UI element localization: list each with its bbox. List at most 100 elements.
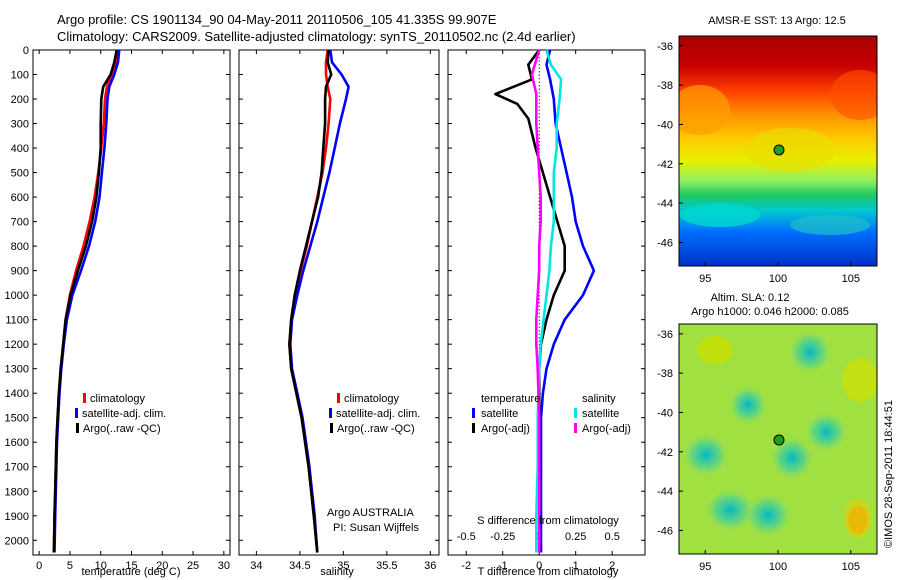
depth-tick-label: 1300 (5, 364, 29, 376)
lat-tick-label: -38 (657, 80, 673, 92)
depth-tick-label: 0 (23, 45, 29, 57)
x-tick-label: 36 (424, 560, 436, 572)
series-line-salinity-argo-adj- (530, 49, 542, 553)
legend-label-argo: Argo(..raw -QC) (83, 423, 161, 435)
depth-tick-label: 100 (11, 70, 29, 82)
profile-title: Argo profile: CS 1901134_90 04-May-2011 … (57, 12, 497, 27)
lat-tick-label: -44 (657, 486, 673, 498)
depth-tick-label: 1200 (5, 339, 29, 351)
sla-map-image (679, 324, 877, 554)
difference-series (494, 49, 596, 553)
x-tick-label: 35 (337, 560, 349, 572)
lat-tick-label: -40 (657, 407, 673, 419)
x-tick-label: 34.5 (289, 560, 310, 572)
lon-tick-label: 95 (699, 561, 711, 573)
legend-title-temperature: temperature (481, 393, 540, 405)
legend-label-climatology: climatology (344, 393, 400, 405)
legend-label-sal-argo: Argo(-adj) (582, 423, 631, 435)
difference-legend: temperature salinity satellite Argo(-adj… (472, 393, 631, 435)
depth-tick-label: 900 (11, 266, 29, 278)
lat-tick-label: -40 (657, 119, 673, 131)
sst-map-title: AMSR-E SST: 13 Argo: 12.5 (708, 15, 846, 27)
depth-tick-label: 400 (11, 143, 29, 155)
x-tick-label: 10 (95, 560, 107, 572)
temperature-axes (32, 49, 231, 556)
x-tick-label: 30 (218, 560, 230, 572)
depth-tick-label: 800 (11, 241, 29, 253)
sla-map-panel: Altim. SLA: 0.12 Argo h1000: 0.046 h2000… (657, 292, 878, 573)
t-difference-ticks: -2 -1 0 1 2 (461, 50, 615, 572)
depth-tick-label: 1500 (5, 413, 29, 425)
legend-label-temp-argo: Argo(-adj) (481, 423, 530, 435)
temperature-ticks: 0 5 10 15 20 25 30 (36, 50, 230, 572)
temperature-series (52, 49, 121, 553)
climatology-title: Climatology: CARS2009. Satellite-adjuste… (57, 29, 576, 44)
depth-tick-label: 1100 (5, 315, 29, 327)
s-tick-label: 0.25 (565, 531, 586, 543)
lat-tick-label: -36 (657, 41, 673, 53)
x-tick-label: 0 (36, 560, 42, 572)
s-tick-label: -0.25 (490, 531, 515, 543)
lat-tick-label: -46 (657, 525, 673, 537)
x-tick-label: -2 (461, 560, 471, 572)
lon-tick-label: 105 (842, 561, 860, 573)
imos-credit: ©IMOS 28-Sep-2011 18:44:51 (883, 400, 895, 548)
legend-label-climatology: climatology (90, 393, 146, 405)
series-line-argo-raw-qc- (288, 49, 333, 553)
series-line-argo-raw-qc- (52, 49, 118, 553)
legend-label-satellite: satellite-adj. clim. (82, 408, 166, 420)
legend-label-satellite: satellite-adj. clim. (336, 408, 420, 420)
sst-map-panel: AMSR-E SST: 13 Argo: 12.5 -36 -38 -40 -42 -4… (657, 15, 878, 285)
salinity-ticks: 34 34.5 35 35.5 36 (250, 50, 436, 572)
legend-title-salinity: salinity (582, 393, 616, 405)
lon-tick-label: 100 (769, 561, 787, 573)
lat-tick-label: -42 (657, 159, 673, 171)
t-difference-xlabel: T difference from climatology (478, 566, 619, 578)
lon-tick-label: 100 (769, 273, 787, 285)
sla-map-heights: Argo h1000: 0.046 h2000: 0.085 (691, 306, 849, 318)
salinity-depth-ticks (239, 49, 439, 541)
lat-tick-label: -44 (657, 198, 673, 210)
depth-tick-label: 2000 (5, 535, 29, 547)
x-tick-label: 20 (156, 560, 168, 572)
x-tick-label: 5 (67, 560, 73, 572)
argo-institution: Argo AUSTRALIA (327, 507, 414, 519)
depth-tick-label: 1800 (5, 486, 29, 498)
s-difference-label: S difference from climatology (477, 515, 619, 527)
legend-swatch-temp-argo (472, 423, 475, 433)
salinity-xlabel: salinity (320, 566, 354, 578)
x-tick-label: 25 (187, 560, 199, 572)
temperature-panel: 0100200300400500600700800900100011001200… (5, 45, 231, 578)
depth-tick-label: 1000 (5, 290, 29, 302)
argo-float-marker (773, 434, 785, 446)
lat-tick-label: -36 (657, 329, 673, 341)
lat-tick-label: -38 (657, 368, 673, 380)
lat-tick-label: -46 (657, 237, 673, 249)
difference-panel: -2 -1 0 1 2 -0.5 -0.25 0 0.25 0.5 S difference f… (447, 49, 646, 578)
legend-swatch-climatology (83, 393, 86, 403)
sst-map-image (679, 36, 877, 266)
x-tick-label: 35.5 (376, 560, 397, 572)
legend-swatch-climatology (337, 393, 340, 403)
series-line-salinity-satellite (535, 49, 563, 553)
depth-tick-label: 600 (11, 192, 29, 204)
depth-tick-label: 200 (11, 94, 29, 106)
s-tick-label: 0.5 (605, 531, 620, 543)
x-tick-label: -1 (498, 560, 508, 572)
salinity-panel: 34 34.5 35 35.5 36 salinity climatology sate… (238, 49, 440, 578)
legend-label-sal-satellite: satellite (582, 408, 619, 420)
series-line-temperature-satellite (539, 49, 596, 553)
sla-map-title: Altim. SLA: 0.12 (711, 292, 790, 304)
salinity-legend: climatology satellite-adj. clim. Argo(..… (329, 393, 420, 435)
argo-pi: PI: Susan Wijffels (333, 522, 419, 534)
x-tick-label: 34 (250, 560, 262, 572)
sst-lat-ticks: -36 -38 -40 -42 -44 -46 (657, 41, 683, 249)
x-tick-label: 15 (125, 560, 137, 572)
legend-swatch-argo (76, 423, 79, 433)
sst-lon-ticks: 95 100 105 (699, 262, 860, 285)
depth-tick-label: 1600 (5, 437, 29, 449)
difference-depth-ticks (448, 49, 645, 541)
legend-swatch-satellite (75, 408, 78, 418)
depth-tick-label: 1900 (5, 511, 29, 523)
